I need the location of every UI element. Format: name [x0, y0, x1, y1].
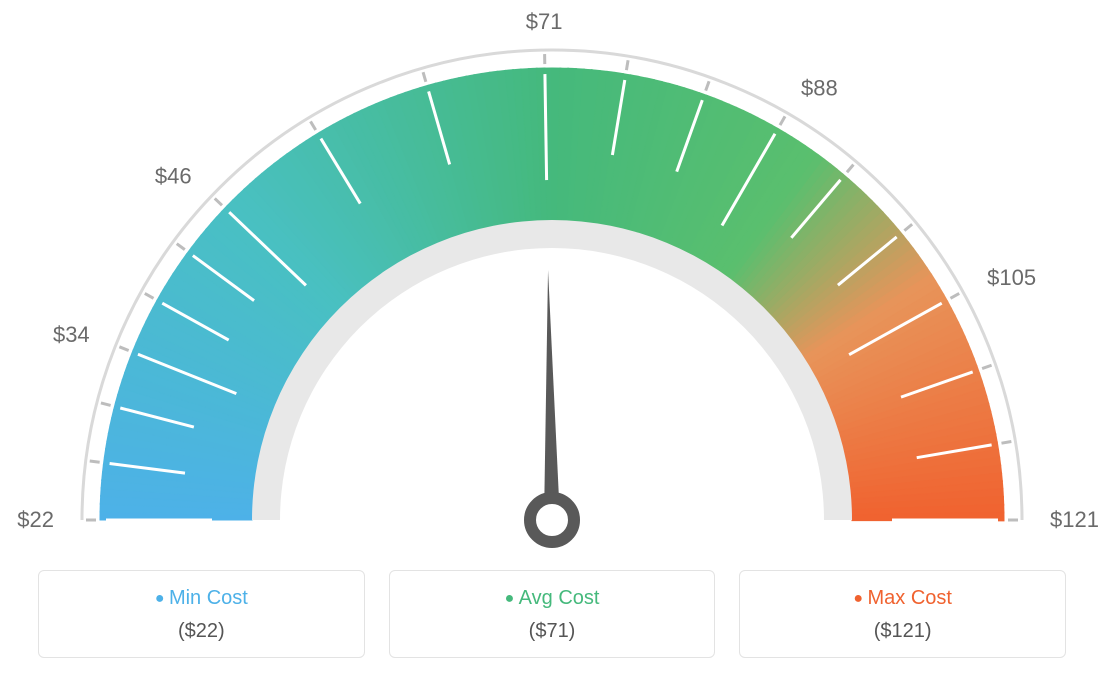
gauge-tick-label: $121 [1050, 507, 1099, 532]
legend-max-value: ($121) [750, 620, 1055, 643]
gauge-svg: $22 $34 $46 $71 $88 $105 $121 [0, 0, 1104, 560]
gauge-tick-label: $88 [801, 76, 838, 101]
legend-max-title: Max Cost [750, 587, 1055, 610]
legend-card-min: Min Cost ($22) [38, 570, 365, 658]
legend-avg-value: ($71) [400, 620, 705, 643]
legend-card-avg: Avg Cost ($71) [389, 570, 716, 658]
legend-row: Min Cost ($22) Avg Cost ($71) Max Cost (… [0, 560, 1104, 658]
gauge-tick-label: $22 [17, 507, 54, 532]
gauge-tick-label: $71 [526, 9, 563, 34]
gauge-needle [544, 270, 560, 520]
gauge-needle-hub [530, 498, 574, 542]
legend-min-value: ($22) [49, 620, 354, 643]
gauge-tick-label: $46 [155, 163, 192, 188]
legend-card-max: Max Cost ($121) [739, 570, 1066, 658]
gauge-tick-label: $105 [987, 265, 1036, 290]
legend-min-title: Min Cost [49, 587, 354, 610]
legend-avg-title: Avg Cost [400, 587, 705, 610]
gauge-chart: $22 $34 $46 $71 $88 $105 $121 [0, 0, 1104, 560]
gauge-tick-label: $34 [53, 322, 90, 347]
